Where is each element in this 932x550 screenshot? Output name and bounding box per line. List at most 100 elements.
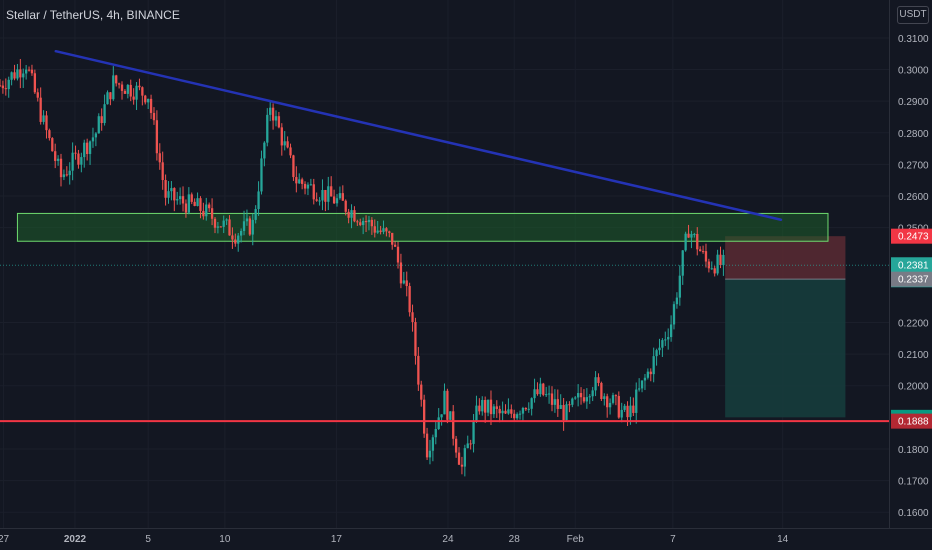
candle-body: [260, 158, 263, 192]
candle-body: [501, 410, 504, 414]
candle-body: [539, 383, 542, 395]
price-label-text: 0.2337: [898, 275, 929, 286]
candle-body: [77, 153, 80, 165]
candle-body: [431, 437, 435, 451]
candle-body: [344, 200, 347, 212]
candle-body: [617, 396, 620, 418]
candle-body: [315, 199, 318, 201]
candle-body: [283, 141, 286, 146]
candle-body: [71, 152, 74, 171]
y-tick-label: 0.1600: [898, 508, 929, 519]
candle-body: [318, 200, 321, 202]
candle-body: [472, 420, 475, 444]
candle-body: [135, 85, 138, 100]
candle-body: [667, 337, 670, 340]
candle-body: [170, 188, 173, 192]
candle-body: [16, 69, 19, 79]
x-tick-label: 17: [331, 534, 343, 545]
candle-body: [562, 405, 565, 421]
candle-body: [324, 189, 327, 202]
candle-body: [309, 184, 313, 186]
candle-body: [620, 409, 623, 418]
candle-body: [306, 184, 310, 189]
candle-body: [530, 398, 533, 409]
candle-body: [582, 397, 586, 402]
candle-body: [396, 246, 400, 263]
candle-body: [495, 406, 498, 409]
candle-body: [559, 405, 562, 409]
y-tick-label: 0.2600: [898, 192, 929, 203]
candle-body: [254, 209, 257, 220]
candle-body: [13, 72, 16, 79]
candle-body: [332, 196, 336, 204]
candle-body: [327, 186, 330, 202]
time-axis[interactable]: 27 2022 5 10 17 24 28 Feb 7 14: [0, 534, 789, 545]
candle-body: [696, 233, 699, 250]
candle-body: [263, 142, 266, 159]
candle-body: [338, 193, 342, 199]
candle-body: [629, 405, 632, 418]
candle-body: [457, 452, 461, 465]
candle-body: [623, 405, 626, 410]
candle-body: [524, 407, 527, 410]
candle-body: [298, 179, 301, 184]
candle-body: [266, 114, 269, 143]
x-tick-label: 5: [145, 534, 151, 545]
candle-body: [588, 396, 591, 398]
candle-body: [411, 312, 414, 323]
price-label-text: 0.2381: [898, 260, 929, 271]
candle-body: [39, 97, 42, 122]
candle-body: [597, 377, 600, 383]
candle-body: [545, 394, 548, 396]
candle-body: [675, 297, 679, 305]
candle-body: [115, 75, 118, 84]
candle-body: [649, 371, 652, 375]
candle-body: [713, 268, 716, 274]
candle-body: [469, 443, 472, 445]
currency-unit-button[interactable]: USDT: [897, 6, 929, 24]
candle-body: [611, 395, 615, 403]
candle-body: [690, 234, 693, 238]
candle-body: [103, 104, 106, 124]
candle-body: [437, 417, 440, 430]
candle-body: [678, 275, 681, 298]
candle-body: [245, 218, 249, 222]
candle-body: [190, 194, 193, 202]
candle-body: [356, 221, 359, 223]
x-tick-label: Feb: [567, 534, 585, 545]
candle-body: [210, 208, 214, 219]
candle-body: [330, 186, 333, 197]
candle-body: [518, 413, 522, 415]
candle-body: [237, 235, 240, 244]
candle-body: [184, 203, 188, 213]
candle-body: [117, 83, 121, 85]
candle-body: [22, 73, 25, 78]
candle-body: [684, 233, 687, 251]
candle-body: [600, 382, 603, 399]
x-tick-label: 28: [509, 534, 521, 545]
candle-body: [33, 73, 37, 93]
candle-body: [30, 69, 34, 74]
candle-body: [123, 90, 127, 94]
candle-body: [187, 194, 190, 213]
descending-trendline: [54, 49, 783, 221]
candle-body: [454, 438, 458, 453]
candle-body: [164, 180, 167, 198]
candle-body: [425, 433, 429, 458]
candle-body: [196, 198, 199, 206]
candle-body: [36, 92, 39, 98]
candle-body: [710, 268, 713, 270]
candle-body: [681, 250, 684, 276]
candle-body: [303, 183, 307, 189]
candle-body: [388, 231, 391, 233]
candle-body: [274, 116, 278, 121]
candle-body: [417, 355, 420, 385]
candle-body: [65, 174, 68, 176]
price-label-text: 0.2473: [898, 232, 929, 243]
stop-loss-zone: [725, 236, 846, 280]
candle-body: [120, 84, 124, 91]
candle-body: [242, 221, 246, 231]
candle-body: [91, 137, 95, 142]
candle-body: [632, 405, 635, 413]
